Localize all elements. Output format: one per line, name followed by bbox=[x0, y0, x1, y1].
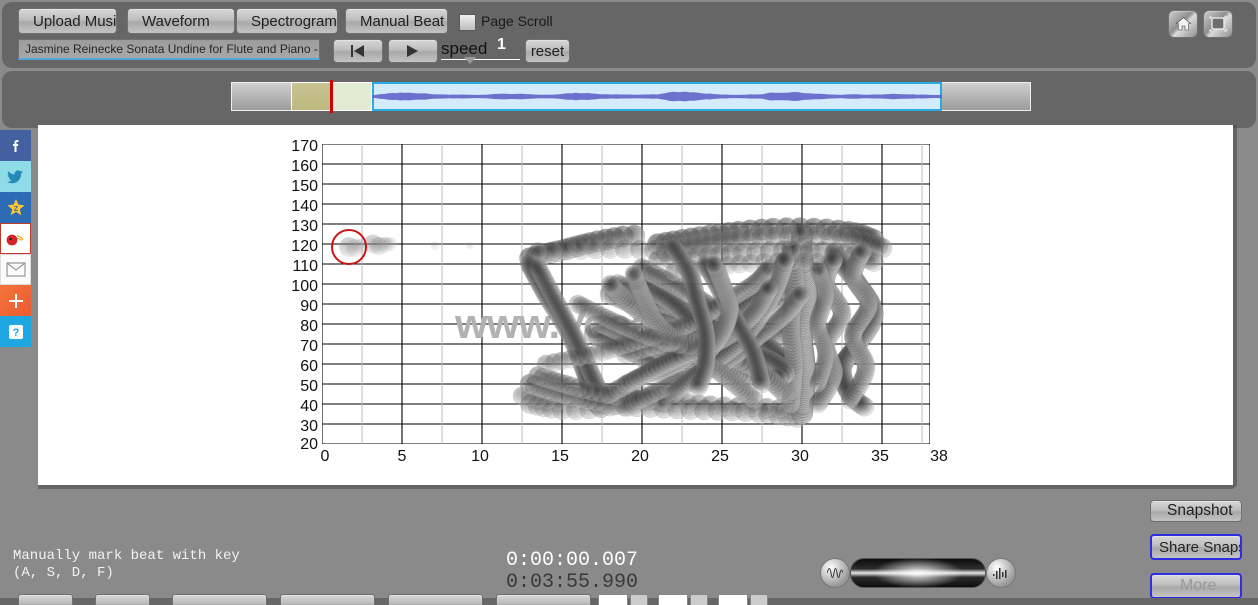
svg-text:?: ? bbox=[12, 327, 19, 339]
svg-text:Z: Z bbox=[13, 206, 18, 213]
